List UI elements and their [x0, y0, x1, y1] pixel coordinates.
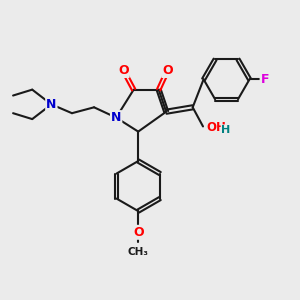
Text: H: H — [221, 125, 230, 135]
Text: CH₃: CH₃ — [128, 247, 149, 257]
Text: N: N — [46, 98, 56, 111]
Text: O: O — [118, 64, 129, 77]
Text: N: N — [111, 111, 121, 124]
Text: O: O — [133, 226, 143, 239]
Text: F: F — [261, 73, 269, 86]
Text: OH: OH — [206, 122, 226, 134]
Text: O: O — [162, 64, 173, 77]
